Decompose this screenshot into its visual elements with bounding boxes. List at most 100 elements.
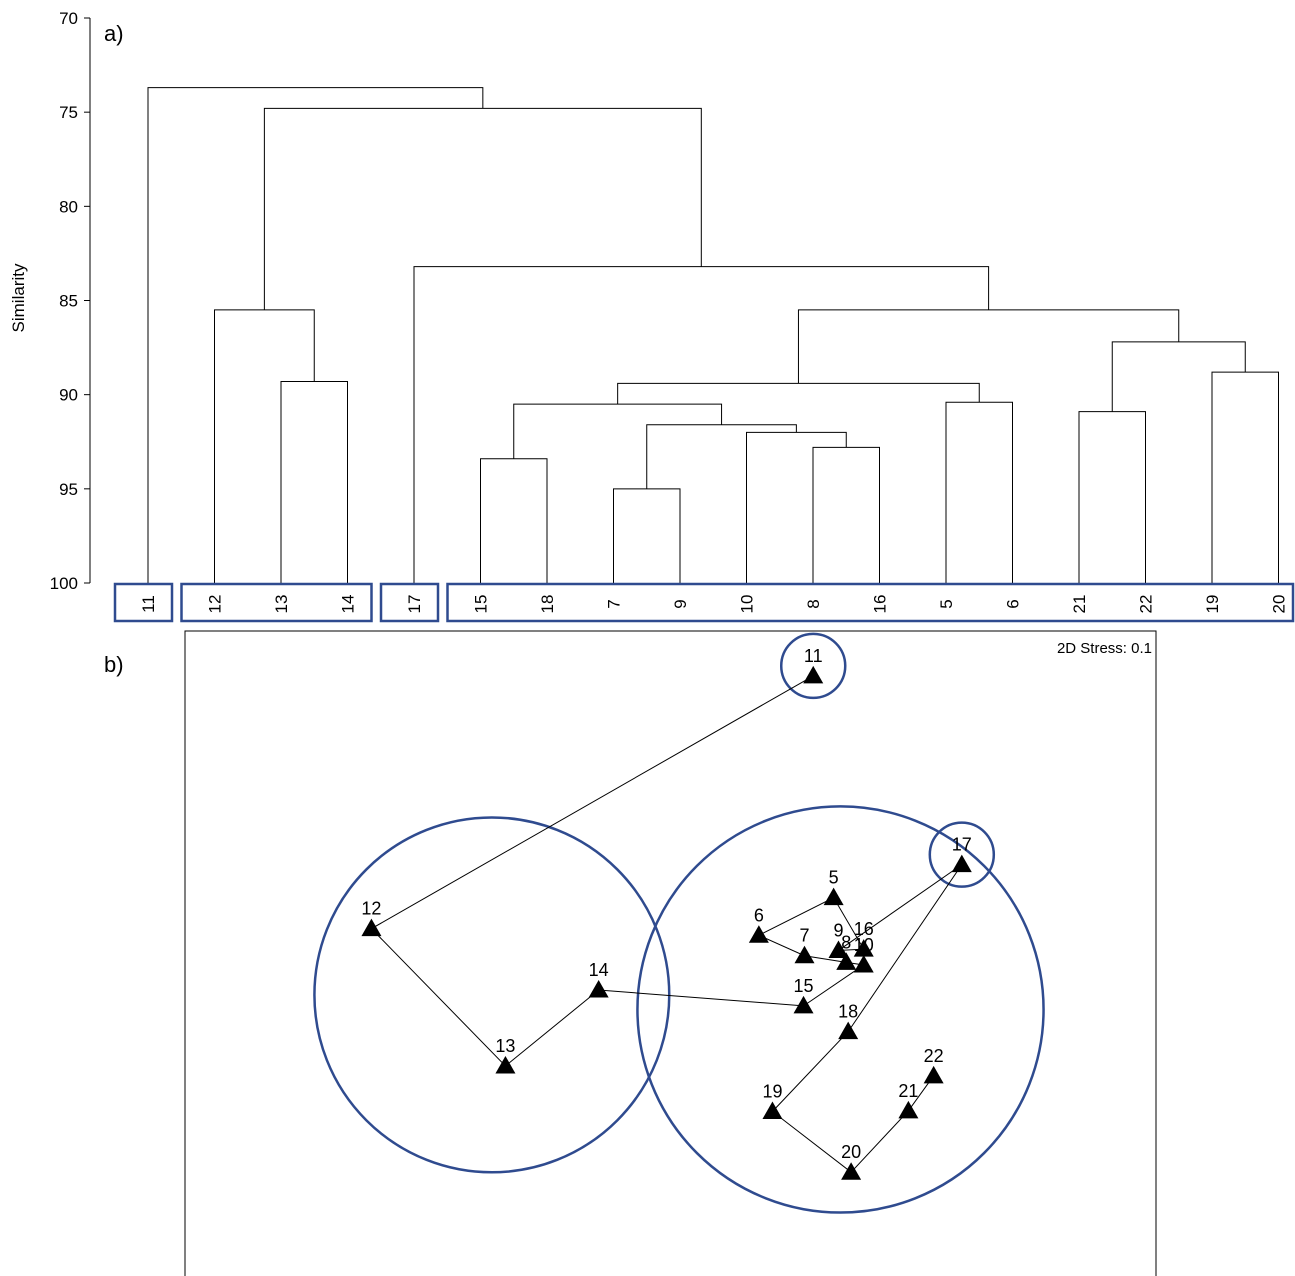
sample-marker: [828, 940, 849, 958]
leaf-group-box: [180, 582, 373, 623]
dendrogram-branch: [646, 424, 797, 489]
y-axis-label: Similarity: [9, 263, 28, 332]
sample-label: 12: [361, 899, 381, 919]
dendrogram-branch: [1078, 411, 1146, 583]
sample-label: 22: [924, 1046, 944, 1066]
sample-label: 6: [754, 905, 764, 925]
leaf-label: 5: [937, 599, 956, 608]
sample-label: 8: [841, 932, 851, 952]
y-tick-label: 75: [59, 103, 78, 122]
leaf-group-box: [379, 582, 440, 623]
dendrogram-branch: [513, 403, 723, 459]
mds-panel: b) 2D Stress: 0.1 5678910111213141516171…: [104, 630, 1157, 1276]
leaf-label: 14: [339, 595, 358, 614]
sample-marker: [361, 918, 382, 937]
dendrogram-branch: [613, 488, 681, 583]
panel-b-label: b): [104, 652, 124, 677]
sample-label: 18: [838, 1002, 858, 1022]
sample-marker: [838, 1021, 859, 1040]
leaf-label: 22: [1137, 595, 1156, 614]
group-circles: [313, 632, 1045, 1214]
sample-marker: [793, 995, 814, 1014]
dendrogram-branch: [280, 380, 348, 583]
sample-marker: [951, 854, 972, 873]
sample-marker: [762, 1101, 783, 1119]
sample-marker: [794, 945, 815, 964]
dendrogram-branch: [797, 309, 1180, 384]
y-tick-label: 90: [59, 386, 78, 405]
leaf-group-boxes: [113, 582, 1295, 623]
dendrogram-branch: [480, 458, 548, 583]
sample-marker: [836, 952, 857, 970]
leaf-label: 17: [405, 595, 424, 614]
leaf-label: 7: [605, 599, 624, 608]
sample-marker: [803, 665, 824, 684]
sample-label: 7: [799, 926, 809, 946]
trajectory-lines: [370, 675, 963, 1173]
leaf-group-box: [446, 582, 1295, 623]
leaf-label: 9: [671, 599, 690, 608]
dendrogram-branch: [812, 446, 880, 583]
sample-marker: [588, 980, 609, 998]
leaf-label: 21: [1070, 595, 1089, 614]
sample-label: 11: [804, 646, 823, 666]
dendrogram-branch: [617, 382, 980, 405]
dendrogram-branch: [1211, 371, 1279, 583]
sample-marker: [823, 887, 844, 906]
y-tick-label: 100: [50, 574, 78, 593]
leaf-label: 10: [738, 595, 757, 614]
panel-a-label: a): [104, 21, 124, 46]
leaf-label: 6: [1004, 599, 1023, 608]
dendrogram-branch: [214, 309, 315, 583]
leaf-label: 16: [871, 595, 890, 614]
sample-points: 5678910111213141516171819202122: [361, 646, 972, 1180]
sample-label: 16: [854, 919, 874, 939]
mds-plot-frame: [184, 630, 1157, 1276]
y-tick-label: 80: [59, 197, 78, 216]
dendrogram-branch: [746, 431, 847, 583]
sample-label: 13: [495, 1036, 515, 1056]
sample-marker: [853, 939, 874, 957]
dendrogram-branch: [147, 87, 484, 583]
leaf-label: 18: [538, 595, 557, 614]
dendrogram-branch: [1111, 341, 1246, 412]
y-tick-label: 85: [59, 292, 78, 311]
group-circle: [636, 805, 1045, 1214]
dendrogram-branches: [147, 87, 1279, 583]
sample-marker: [748, 925, 769, 943]
sample-marker: [923, 1065, 944, 1084]
leaf-label: 11: [139, 595, 158, 613]
trajectory-line: [370, 675, 963, 1173]
y-tick-label: 95: [59, 480, 78, 499]
sample-marker: [853, 954, 874, 973]
leaf-label: 20: [1270, 595, 1289, 614]
sample-marker: [898, 1100, 919, 1119]
stress-label: 2D Stress: 0.1: [1057, 640, 1152, 657]
leaf-label: 12: [206, 595, 225, 614]
sample-label: 9: [833, 920, 843, 940]
group-circle: [313, 816, 671, 1174]
sample-label: 21: [898, 1081, 918, 1101]
y-tick-label: 70: [59, 9, 78, 28]
leaf-label: 19: [1203, 595, 1222, 614]
leaf-group-box: [113, 582, 174, 623]
y-axis: 70 75 80 85 90 95 100: [50, 9, 91, 593]
sample-label: 15: [794, 976, 814, 996]
leaf-label: 15: [472, 595, 491, 614]
sample-label: 14: [589, 960, 609, 980]
sample-label: 19: [762, 1081, 782, 1101]
group-circle: [928, 821, 996, 888]
dendrogram-branch: [945, 401, 1013, 583]
sample-label: 20: [841, 1142, 861, 1162]
group-circle: [779, 632, 847, 700]
sample-label: 17: [952, 835, 972, 855]
sample-marker: [495, 1055, 516, 1074]
leaf-labels: 11 12 13 14 17 15 18 7 9 10 8 16 5 6 21 22 19 20: [139, 595, 1289, 614]
dendrogram-branch: [263, 107, 702, 310]
sample-marker: [841, 1162, 862, 1180]
leaf-label: 8: [804, 599, 823, 608]
sample-label: 5: [829, 868, 839, 888]
leaf-label: 13: [272, 595, 291, 614]
